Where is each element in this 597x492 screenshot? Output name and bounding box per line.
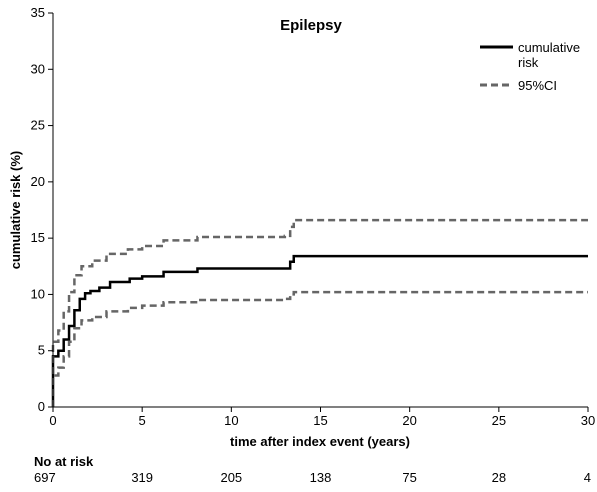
risk-table-value: 4 — [584, 470, 591, 485]
x-axis-ticks: 0 5 10 15 20 25 30 — [49, 407, 595, 428]
risk-table-value: 75 — [402, 470, 416, 485]
legend-label: 95%CI — [518, 78, 557, 93]
y-tick-label: 15 — [31, 230, 45, 245]
y-tick-label: 35 — [31, 5, 45, 20]
y-tick-label: 10 — [31, 286, 45, 301]
legend-label: risk — [518, 55, 539, 70]
risk-table-values: 697 319 205 138 75 28 4 — [34, 470, 591, 485]
x-tick-label: 15 — [313, 413, 327, 428]
y-tick-label: 25 — [31, 118, 45, 133]
risk-table-value: 138 — [310, 470, 332, 485]
x-tick-label: 30 — [581, 413, 595, 428]
y-tick-label: 20 — [31, 174, 45, 189]
series-line-95-ci — [51, 218, 588, 407]
risk-table-value: 319 — [131, 470, 153, 485]
x-axis-title: time after index event (years) — [230, 434, 410, 449]
legend-label: cumulative — [518, 40, 580, 55]
chart-title: Epilepsy — [280, 17, 342, 34]
y-tick-label: 30 — [31, 61, 45, 76]
y-axis-ticks: 0 5 10 15 20 25 30 35 — [31, 5, 53, 414]
x-tick-label: 5 — [139, 413, 146, 428]
risk-table-value: 205 — [220, 470, 242, 485]
series-line-cumulative-risk — [51, 254, 588, 407]
series-line-95-ci-lower — [51, 290, 588, 407]
x-tick-label: 25 — [492, 413, 506, 428]
risk-table-title: No at risk — [34, 454, 94, 469]
y-axis-title: cumulative risk (%) — [8, 151, 23, 270]
y-tick-label: 5 — [38, 343, 45, 358]
x-tick-label: 0 — [49, 413, 56, 428]
y-tick-label: 0 — [38, 399, 45, 414]
risk-table-value: 697 — [34, 470, 56, 485]
x-tick-label: 20 — [402, 413, 416, 428]
plot-lines — [51, 218, 588, 407]
x-tick-label: 10 — [224, 413, 238, 428]
risk-table-value: 28 — [492, 470, 506, 485]
